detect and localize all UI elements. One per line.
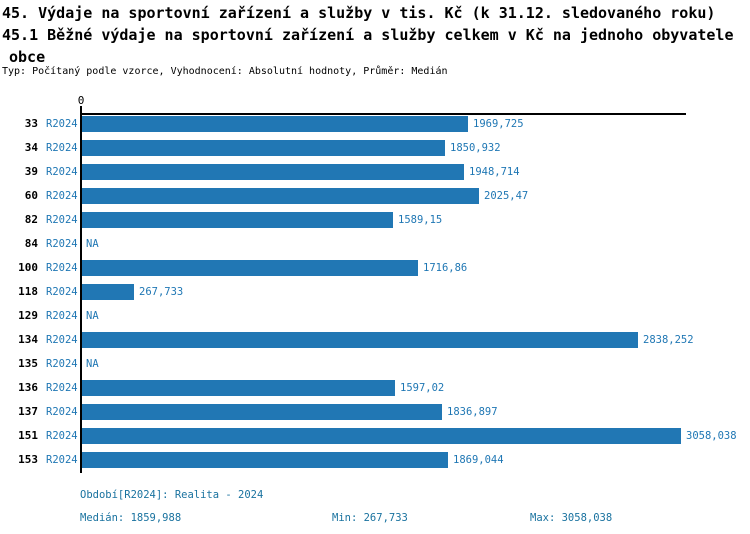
row-series-label: R2024 — [46, 286, 78, 298]
bar — [82, 452, 448, 468]
na-value-label: NA — [86, 238, 99, 250]
chart-row: 60 R2024 2025,47 — [0, 184, 750, 208]
chart-row: 82 R2024 1589,15 — [0, 208, 750, 232]
chart-row: 153 R2024 1869,044 — [0, 448, 750, 472]
bar-value-label: 1589,15 — [398, 214, 443, 226]
chart-row: 137 R2024 1836,897 — [0, 400, 750, 424]
row-series-label: R2024 — [46, 334, 78, 346]
x-axis-line — [80, 113, 686, 115]
bar-value-label: 3058,038 — [686, 430, 737, 442]
bar-value-label: 1836,897 — [447, 406, 498, 418]
row-series-label: R2024 — [46, 406, 78, 418]
bar — [82, 212, 393, 228]
chart-row: 100 R2024 1716,86 — [0, 256, 750, 280]
row-category-label: 39 — [24, 165, 38, 178]
row-category-label: 60 — [24, 189, 38, 202]
bar-value-label: 1850,932 — [450, 142, 501, 154]
row-category-label: 136 — [18, 381, 38, 394]
bar — [82, 164, 464, 180]
y-axis-line — [80, 106, 82, 473]
chart-row: 39 R2024 1948,714 — [0, 160, 750, 184]
chart-row: 136 R2024 1597,02 — [0, 376, 750, 400]
row-series-label: R2024 — [46, 238, 78, 250]
chart-row: 151 R2024 3058,038 — [0, 424, 750, 448]
row-category-label: 129 — [18, 309, 38, 322]
row-category-label: 153 — [18, 453, 38, 466]
bar — [82, 140, 445, 156]
row-series-label: R2024 — [46, 310, 78, 322]
chart-row: 135 R2024 NA — [0, 352, 750, 376]
bar-value-label: 2025,47 — [484, 190, 529, 202]
report-subtitle: 45.1 Běžné výdaje na sportovní zařízení … — [2, 26, 734, 44]
chart-row: 33 R2024 1969,725 — [0, 112, 750, 136]
row-series-label: R2024 — [46, 142, 78, 154]
bar — [82, 260, 418, 276]
row-series-label: R2024 — [46, 262, 78, 274]
row-series-label: R2024 — [46, 166, 78, 178]
row-series-label: R2024 — [46, 118, 78, 130]
na-value-label: NA — [86, 310, 99, 322]
row-category-label: 151 — [18, 429, 38, 442]
chart-row: 84 R2024 NA — [0, 232, 750, 256]
legend-min-stat: Min: 267,733 — [332, 512, 408, 524]
bar — [82, 284, 134, 300]
na-value-label: NA — [86, 358, 99, 370]
bar — [82, 188, 479, 204]
report-meta-info: Typ: Počítaný podle vzorce, Vyhodnocení:… — [2, 66, 448, 77]
row-series-label: R2024 — [46, 382, 78, 394]
row-category-label: 33 — [24, 117, 38, 130]
row-category-label: 137 — [18, 405, 38, 418]
row-category-label: 134 — [18, 333, 38, 346]
row-series-label: R2024 — [46, 190, 78, 202]
bar-value-label: 1597,02 — [400, 382, 445, 394]
row-category-label: 135 — [18, 357, 38, 370]
row-category-label: 118 — [18, 285, 38, 298]
bar-value-label: 267,733 — [139, 286, 184, 298]
legend-period: Období[R2024]: Realita - 2024 — [80, 489, 264, 501]
bar-value-label: 1716,86 — [423, 262, 468, 274]
bar — [82, 380, 395, 396]
bar-chart-rows: 33 R2024 1969,725 34 R2024 1850,932 39 R2024 194… — [0, 112, 750, 472]
chart-row: 129 R2024 NA — [0, 304, 750, 328]
chart-row: 34 R2024 1850,932 — [0, 136, 750, 160]
report-title: 45. Výdaje na sportovní zařízení a služb… — [2, 4, 716, 22]
x-axis-zero-tick-label: 0 — [77, 94, 85, 107]
bar — [82, 332, 638, 348]
legend-max-stat: Max: 3058,038 — [530, 512, 613, 524]
bar — [82, 428, 681, 444]
bar-value-label: 1948,714 — [469, 166, 520, 178]
row-category-label: 84 — [24, 237, 38, 250]
chart-row: 134 R2024 2838,252 — [0, 328, 750, 352]
bar-value-label: 1869,044 — [453, 454, 504, 466]
bar-value-label: 1969,725 — [473, 118, 524, 130]
row-series-label: R2024 — [46, 430, 78, 442]
row-category-label: 100 — [18, 261, 38, 274]
legend-median-stat: Medián: 1859,988 — [80, 512, 182, 524]
row-series-label: R2024 — [46, 454, 78, 466]
row-category-label: 82 — [24, 213, 38, 226]
row-category-label: 34 — [24, 141, 38, 154]
chart-row: 118 R2024 267,733 — [0, 280, 750, 304]
row-series-label: R2024 — [46, 358, 78, 370]
bar-value-label: 2838,252 — [643, 334, 694, 346]
row-series-label: R2024 — [46, 214, 78, 226]
bar — [82, 116, 468, 132]
bar — [82, 404, 442, 420]
report-subtitle-continuation: obce — [9, 48, 46, 66]
